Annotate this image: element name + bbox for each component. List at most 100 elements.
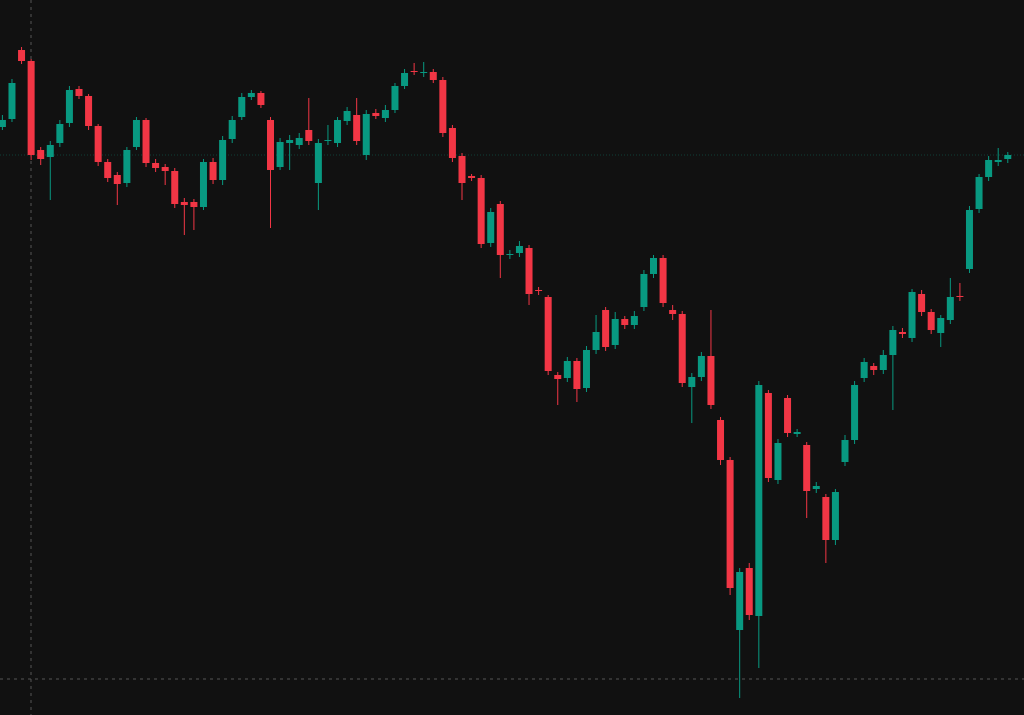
candle-body (745, 568, 753, 615)
candle-body (410, 71, 418, 72)
candle-body (803, 445, 811, 491)
candle-body (267, 120, 274, 170)
candle-body (362, 114, 370, 155)
candle-body (793, 432, 801, 434)
candle-body (420, 72, 428, 73)
candle-body (381, 110, 389, 118)
candle-body (429, 72, 437, 80)
candle-body (764, 393, 772, 478)
candle-body (611, 319, 619, 345)
candle-body (180, 202, 188, 205)
candle-body (946, 297, 954, 320)
candle-body (525, 248, 533, 294)
candle-body (209, 162, 217, 180)
candle-body (458, 156, 466, 183)
candle-body (37, 150, 45, 159)
candle-body (353, 115, 361, 141)
candle-body (669, 310, 677, 314)
candle-body (879, 355, 887, 370)
candle-body (506, 254, 514, 255)
candle-body (515, 246, 523, 253)
candle-body (171, 171, 179, 204)
candle-body (870, 366, 878, 370)
candle-body (535, 290, 543, 291)
candle-body (65, 90, 73, 123)
candle-body (228, 120, 236, 139)
candle-body (56, 124, 64, 143)
candle-body (736, 572, 744, 630)
candle-body (477, 178, 485, 244)
candle-body (238, 97, 246, 117)
candle-body (18, 50, 26, 61)
candle-body (822, 497, 830, 540)
candle-body (812, 486, 820, 489)
candle-body (75, 89, 83, 96)
candle-body (123, 150, 131, 183)
candle-body (630, 316, 638, 325)
candle-body (401, 73, 409, 86)
candle-body (276, 142, 284, 167)
candle-body (286, 140, 294, 143)
candle-body (860, 362, 868, 378)
candle-body (27, 61, 35, 155)
candle-body (908, 292, 916, 338)
candle-body (602, 310, 610, 347)
candle-body (621, 319, 629, 325)
candle-body (334, 120, 342, 143)
candle-body (305, 130, 313, 141)
candle-body (152, 163, 160, 168)
candle-body (918, 294, 926, 312)
candle-body (592, 332, 600, 350)
candle-body (391, 86, 399, 110)
candle-body (659, 258, 667, 303)
candle-body (257, 93, 265, 105)
candle-body (688, 377, 696, 387)
candle-body (496, 204, 504, 255)
candle-body (199, 162, 207, 207)
candle-body (851, 385, 859, 440)
candle-body (448, 128, 456, 158)
candle-body (343, 111, 351, 121)
candle-body (985, 160, 993, 177)
candle-body (841, 440, 849, 462)
candle-body (640, 274, 648, 307)
candle-body (247, 93, 255, 97)
candle-body (573, 361, 581, 389)
candle-body (563, 361, 571, 378)
candle-body (487, 212, 495, 243)
candle-body (324, 140, 332, 141)
candle-body (113, 175, 121, 184)
candle-body (582, 350, 590, 388)
candle-body (0, 120, 6, 127)
candle-body (889, 330, 897, 355)
candle-body (994, 160, 1002, 162)
candle-body (927, 312, 935, 330)
candle-body (707, 356, 715, 405)
candle-body (132, 120, 140, 147)
candle-body (1004, 155, 1012, 159)
candle-body (697, 356, 705, 377)
candle-body (831, 492, 839, 540)
candle-body (650, 258, 657, 274)
candle-body (85, 96, 93, 126)
candle-body (372, 113, 380, 116)
candle-body (898, 332, 906, 334)
candle-body (678, 314, 686, 383)
candle-body (439, 80, 447, 133)
candle-body (94, 126, 102, 162)
candle-body (956, 296, 964, 297)
candle-body (975, 177, 983, 209)
candle-body (314, 143, 322, 183)
candle-body (190, 202, 198, 207)
candle-body (717, 420, 725, 460)
candle-body (142, 120, 150, 163)
candle-body (46, 145, 54, 157)
candle-body (544, 297, 552, 371)
candle-body (937, 318, 945, 333)
candle-body (784, 398, 792, 433)
candle-body (755, 385, 763, 616)
candle-body (965, 210, 973, 269)
candle-body (219, 140, 227, 180)
